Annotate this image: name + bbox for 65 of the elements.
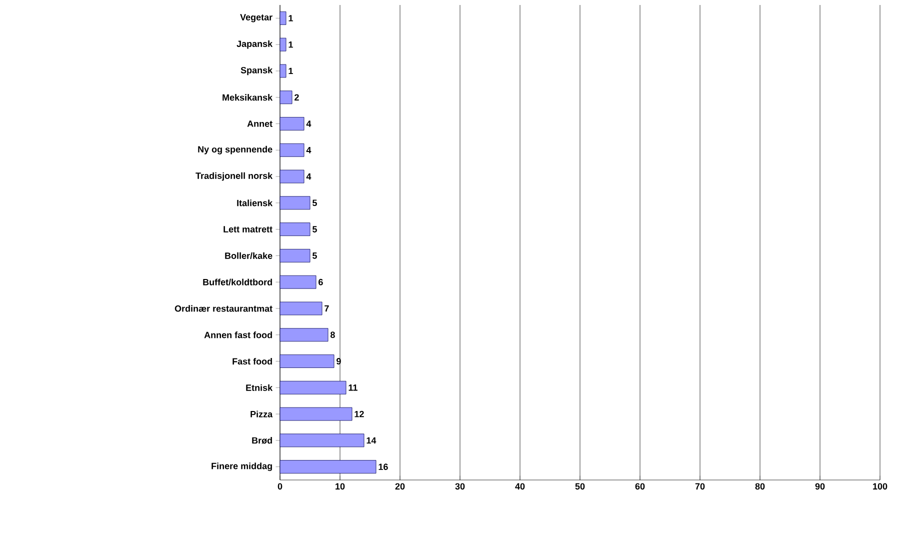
bar bbox=[280, 302, 322, 316]
y-tick-label: Annet bbox=[247, 120, 272, 127]
bar bbox=[280, 90, 292, 104]
data-label: 1 bbox=[288, 41, 293, 48]
bar bbox=[280, 143, 304, 157]
y-tick-label: Etnisk bbox=[246, 384, 273, 391]
y-tick-label: Italiensk bbox=[237, 200, 273, 206]
bar bbox=[280, 11, 286, 25]
y-tick-label: Annen fast food bbox=[204, 332, 272, 338]
y-tick-label: Vegetar bbox=[240, 14, 272, 22]
bar bbox=[280, 222, 310, 236]
bar bbox=[280, 38, 286, 52]
data-label: 5 bbox=[312, 226, 317, 232]
bar bbox=[280, 196, 310, 210]
data-label: 5 bbox=[312, 252, 317, 259]
y-tick-label: Ordinær restaurantmat bbox=[174, 305, 272, 312]
bar bbox=[280, 248, 310, 262]
x-tick-label: 80 bbox=[755, 483, 765, 490]
bar bbox=[280, 354, 334, 368]
bar bbox=[280, 460, 376, 474]
data-label: 1 bbox=[288, 15, 293, 22]
y-tick-label: Japansk bbox=[236, 40, 273, 49]
x-tick-label: 20 bbox=[395, 483, 405, 490]
data-label: 7 bbox=[324, 305, 329, 312]
bar bbox=[280, 170, 304, 184]
x-tick-label: 40 bbox=[515, 483, 525, 490]
y-tick-label: Ny og spennende bbox=[198, 146, 272, 154]
x-tick-label: 70 bbox=[695, 483, 705, 490]
x-tick-label: 50 bbox=[575, 483, 585, 490]
data-label: 1 bbox=[288, 68, 293, 74]
bar bbox=[280, 380, 346, 394]
x-tick-label: 60 bbox=[635, 483, 645, 490]
x-tick-label: 30 bbox=[455, 483, 465, 490]
data-label: 12 bbox=[354, 410, 364, 418]
x-tick-label: 100 bbox=[873, 483, 888, 490]
bar bbox=[280, 275, 316, 289]
data-label: 4 bbox=[306, 173, 312, 180]
y-tick-label: Meksikansk bbox=[222, 94, 273, 101]
y-tick-label: Brød bbox=[252, 437, 272, 444]
y-tick-label: Fast food bbox=[232, 358, 272, 365]
bar bbox=[280, 117, 304, 130]
data-label: 6 bbox=[318, 278, 323, 286]
y-tick-label: Buffet/koldtbord bbox=[203, 278, 272, 286]
bar bbox=[280, 64, 286, 78]
bar bbox=[280, 434, 364, 448]
y-tick-label: Tradisjonell norsk bbox=[196, 172, 273, 181]
data-label: 5 bbox=[312, 200, 317, 206]
y-tick-label: Spansk bbox=[240, 66, 273, 76]
bar bbox=[280, 407, 352, 421]
y-tick-label: Finere middag bbox=[212, 462, 272, 472]
x-tick-label: 10 bbox=[336, 483, 345, 490]
data-label: 4 bbox=[306, 147, 312, 154]
y-tick-label: Pizza bbox=[250, 410, 273, 418]
y-tick-label: Lett matrett bbox=[224, 226, 272, 232]
bar bbox=[280, 328, 328, 342]
x-tick-label: 0 bbox=[278, 483, 282, 490]
data-label: 8 bbox=[330, 332, 335, 338]
data-label: 16 bbox=[378, 464, 388, 470]
data-label: 4 bbox=[306, 120, 312, 127]
data-label: 9 bbox=[336, 358, 341, 364]
data-label: 11 bbox=[348, 384, 358, 391]
y-tick-label: Boller/kake bbox=[225, 252, 272, 260]
x-tick-label: 90 bbox=[815, 483, 825, 490]
data-label: 14 bbox=[366, 437, 376, 444]
data-label: 2 bbox=[294, 94, 299, 100]
